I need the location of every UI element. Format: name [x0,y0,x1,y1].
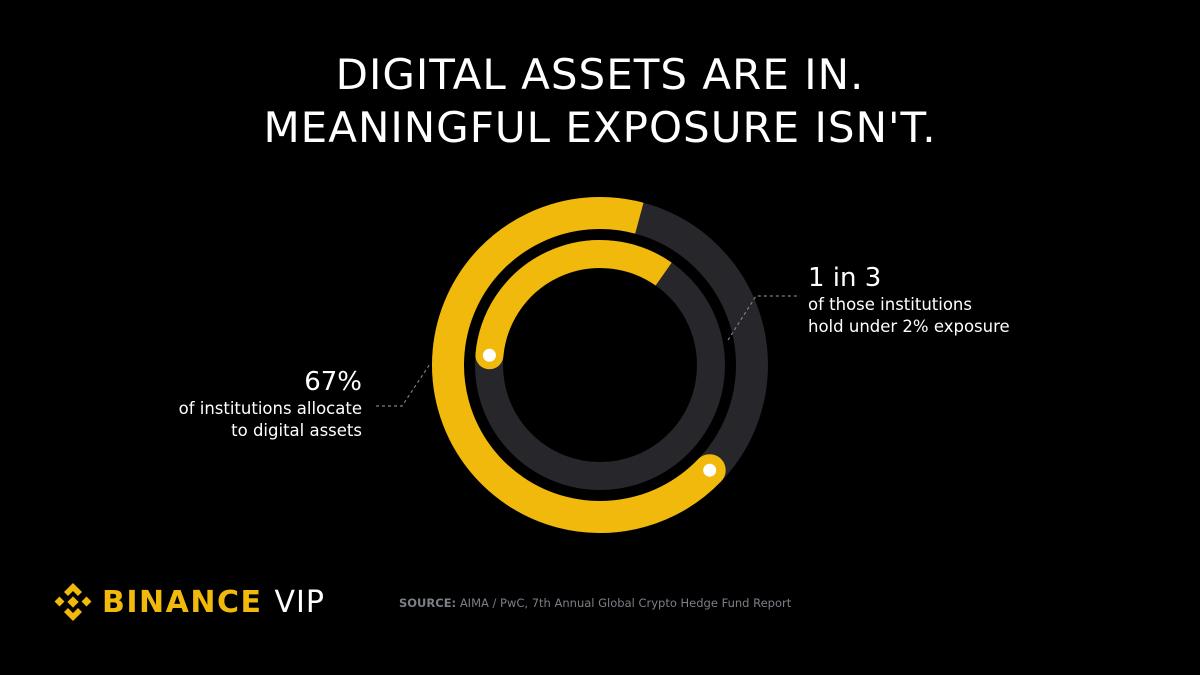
leader-line-left [376,363,431,407]
source-label: SOURCE: [399,596,457,610]
callout-right-line-1: of those institutions [808,295,972,314]
source-text: AIMA / PwC, 7th Annual Global Crypto Hed… [459,596,792,610]
inner-ring-arc [475,240,672,357]
callout-right-value: 1 in 3 [808,263,882,293]
callout-left: 67% of institutions allocate to digital … [102,366,362,442]
callout-left-line-2: to digital assets [231,421,362,440]
brand-name: BINANCE [102,584,263,620]
headline-line-1: DIGITAL ASSETS ARE IN. [335,50,865,99]
outer-ring-arc [432,197,722,533]
brand-logo: BINANCE VIP [52,582,325,622]
callout-left-value: 67% [304,367,362,397]
callout-left-line-1: of institutions allocate [178,399,362,418]
headline-line-2: MEANINGFUL EXPOSURE ISN'T. [263,103,937,152]
source-note: SOURCE: AIMA / PwC, 7th Annual Global Cr… [399,596,791,610]
callout-right: 1 in 3 of those institutions hold under … [808,262,1088,338]
binance-diamond-icon [54,583,92,621]
outer-ring-endpoint-dot [703,463,717,477]
headline: DIGITAL ASSETS ARE IN. MEANINGFUL EXPOSU… [0,48,1200,154]
inner-ring-endpoint-dot [482,348,496,362]
callout-right-line-2: hold under 2% exposure [808,317,1010,336]
brand-suffix: VIP [274,584,325,620]
